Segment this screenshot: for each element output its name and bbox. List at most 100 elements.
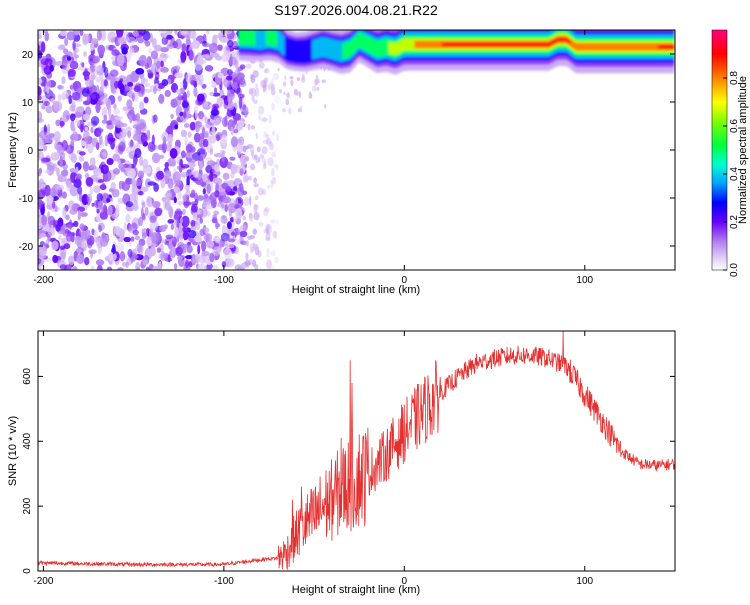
spectrogram-noise-cell — [238, 77, 246, 86]
spectrogram-noise-cell — [167, 219, 175, 224]
spectrogram-noise-cell — [305, 71, 308, 75]
spectrogram-noise-cell — [220, 134, 228, 146]
spectrogram-noise-cell — [184, 184, 191, 191]
spectrogram-noise-cell — [202, 42, 211, 48]
spectrogram-noise-cell — [162, 136, 167, 144]
spectrogram-noise-cell — [137, 170, 145, 179]
spectrogram-noise-cell — [221, 182, 229, 189]
spectrogram-noise-cell — [248, 175, 253, 181]
spectrogram-noise-cell — [95, 103, 101, 114]
spectrogram-noise-cell — [239, 168, 244, 176]
spectrogram-noise-cell — [265, 227, 269, 236]
spectrogram-noise-cell — [69, 208, 78, 215]
spectrogram-noise-cell — [265, 133, 270, 141]
spectrogram-noise-cell — [85, 78, 94, 88]
spectrogram-noise-cell — [118, 141, 126, 152]
spectrogram-noise-cell — [221, 53, 230, 62]
spectrogram-noise-cell — [131, 145, 137, 151]
spectrogram-noise-cell — [198, 110, 204, 120]
spectrogram-noise-cell — [113, 103, 117, 110]
spectrogram-noise-cell — [316, 86, 320, 91]
spectrogram-noise-cell — [234, 198, 239, 205]
spectrogram-noise-cell — [140, 207, 144, 219]
spectrogram-noise-cell — [117, 95, 123, 102]
spectrogram-noise-cell — [85, 177, 94, 187]
spectrogram-noise-cell — [100, 164, 109, 175]
y-tick-label: 10 — [22, 98, 34, 109]
spectrogram-noise-cell — [89, 187, 93, 196]
spectrogram-noise-cell — [211, 126, 216, 136]
spectrogram-noise-cell — [181, 43, 187, 53]
spectrogram-noise-cell — [45, 134, 53, 141]
spectrogram-noise-cell — [126, 99, 133, 109]
spectrogram-noise-cell — [182, 193, 187, 202]
spectrogram-noise-cell — [82, 113, 90, 121]
spectrogram-noise-cell — [164, 170, 172, 179]
spectrogram-noise-cell — [199, 217, 203, 224]
spectrogram-noise-cell — [203, 101, 209, 107]
spectrogram-noise-cell — [267, 157, 274, 167]
spectrogram-noise-cell — [123, 163, 130, 168]
spectrogram-noise-cell — [250, 125, 256, 130]
spectrogram-noise-cell — [173, 263, 178, 270]
snr-series-line — [38, 331, 675, 571]
spectrogram-noise-cell — [258, 222, 264, 227]
spectrogram-noise-cell — [144, 40, 151, 47]
spectrogram-noise-cell — [247, 123, 251, 131]
spectrogram-noise-cell — [46, 195, 54, 205]
spectrogram-noise-cell — [270, 250, 276, 257]
spectrogram-noise-cell — [75, 173, 82, 181]
x-tick-label: -100 — [214, 576, 234, 587]
spectrogram-noise-cell — [190, 258, 199, 264]
spectrogram-noise-cell — [98, 135, 103, 146]
spectrogram-noise-cell — [168, 206, 174, 219]
spectrogram-noise-cell — [206, 183, 211, 195]
spectrogram-noise-cell — [93, 185, 101, 194]
spectrogram-noise-cell — [132, 229, 139, 236]
spectrogram-noise-cell — [178, 248, 187, 254]
spectrogram-noise-cell — [223, 247, 232, 260]
spectrogram-noise-cell — [262, 83, 266, 93]
spectrogram-noise-cell — [160, 251, 166, 261]
spectrogram-noise-cell — [158, 55, 167, 63]
spectrogram-noise-cell — [86, 94, 92, 105]
spectrogram-noise-cell — [41, 55, 47, 62]
spectrogram-noise-cell — [290, 79, 294, 87]
ridge-contour-band — [658, 44, 675, 49]
spectrogram-noise-cell — [175, 89, 182, 94]
spectrogram-noise-cell — [130, 254, 139, 259]
spectrogram-noise-cell — [209, 148, 213, 155]
spectrogram-noise-cell — [295, 90, 300, 96]
spectrogram-noise-cell — [254, 87, 260, 97]
spectrogram-noise-cell — [96, 30, 102, 41]
spectrogram-noise-cell — [151, 152, 161, 164]
spectrogram-noise-cell — [104, 66, 109, 78]
spectrogram-noise-cell — [74, 106, 84, 119]
spectrogram-noise-cell — [271, 167, 275, 177]
x-tick-label: -200 — [33, 275, 53, 286]
spectrogram-noise-cell — [42, 145, 48, 152]
spectrogram-noise-cell — [177, 255, 183, 261]
spectrogram-noise-cell — [241, 190, 248, 196]
spectrogram-noise-cell — [158, 93, 165, 104]
spectrogram-noise-cell — [46, 162, 55, 172]
spectrogram-noise-cell — [210, 109, 220, 116]
spectrogram-noise-cell — [90, 126, 94, 134]
spectrogram-noise-cell — [57, 44, 66, 51]
spectrogram-noise-cell — [173, 196, 177, 204]
spectrogram-noise-cell — [125, 201, 134, 208]
spectrogram-noise-cell — [260, 153, 263, 158]
spectrogram-noise-cell — [258, 114, 262, 121]
spectrogram-noise-cell — [134, 178, 142, 187]
spectrogram-noise-cell — [262, 79, 267, 89]
spectrogram-noise-cell — [272, 177, 277, 184]
spectrogram-noise-cell — [271, 176, 277, 185]
spectrogram-noise-cell — [125, 126, 132, 132]
spectrogram-noise-cell — [190, 79, 196, 86]
spectrogram-noise-cell — [201, 173, 210, 182]
spectrogram-noise-cell — [156, 60, 161, 69]
spectrogram-noise-cell — [150, 235, 157, 242]
spectrogram-noise-cell — [141, 201, 146, 208]
spectrogram-noise-cell — [114, 87, 118, 95]
spectrogram-noise-cell — [142, 158, 149, 169]
